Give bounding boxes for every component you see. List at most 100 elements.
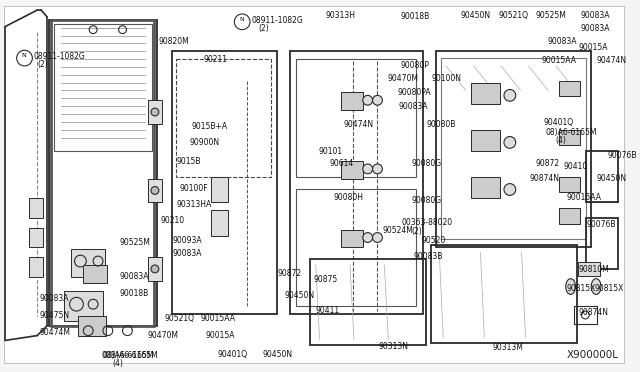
Bar [177,59,271,177]
Circle shape [151,186,159,195]
Text: 90874N: 90874N [579,308,609,317]
Text: 90015AA: 90015AA [541,56,576,65]
Text: 90015AA: 90015AA [200,314,235,323]
Text: 90525M: 90525M [120,238,150,247]
Text: 90083A: 90083A [580,11,610,20]
Bar [436,51,591,247]
Bar [470,130,500,151]
Text: 90018B: 90018B [400,12,429,21]
Text: N: N [239,17,244,22]
Text: 00363-88020: 00363-88020 [402,218,453,227]
Text: 90410: 90410 [564,162,588,171]
Text: 90474N: 90474N [343,120,373,129]
Bar [49,20,157,326]
Text: 90815X: 90815X [566,283,596,293]
Bar [64,291,103,321]
Text: 90875: 90875 [314,275,338,284]
Text: 90313H: 90313H [326,11,355,20]
Bar [211,177,228,202]
Text: (2): (2) [37,60,48,69]
Circle shape [504,137,516,148]
Bar [586,151,618,202]
Circle shape [372,95,382,105]
Bar [79,316,106,336]
Text: 90470M: 90470M [387,74,419,83]
Circle shape [363,164,372,174]
Bar [441,58,586,240]
Bar [290,51,422,314]
Bar [470,83,500,104]
Bar [341,161,363,179]
Bar [559,208,580,224]
Text: 90313HA: 90313HA [177,200,212,209]
Text: 9015B: 9015B [177,157,201,166]
Text: 08911-1082G: 08911-1082G [33,52,85,61]
Bar [83,265,107,283]
Text: 90411: 90411 [316,306,340,315]
Circle shape [70,297,83,311]
Text: (4): (4) [113,359,124,368]
Bar [470,177,500,198]
Bar [29,198,43,218]
Text: 08911-1082G: 08911-1082G [251,16,303,25]
Text: 90076B: 90076B [586,220,616,229]
Text: 90470M: 90470M [147,331,178,340]
Bar [559,177,580,192]
Bar [296,189,416,306]
Bar [148,179,162,202]
Ellipse shape [591,279,601,294]
Text: 90810M: 90810M [579,265,609,274]
Ellipse shape [566,279,575,294]
Bar [573,306,597,324]
Bar [296,59,416,177]
Text: 90076B: 90076B [608,151,637,160]
Text: 90872: 90872 [535,159,559,168]
Bar [70,249,105,277]
Bar [172,51,278,314]
Bar [148,100,162,124]
Text: 90450N: 90450N [596,174,627,183]
Text: 90450N: 90450N [263,350,293,359]
Text: 90093A: 90093A [173,235,202,244]
Text: 90525M: 90525M [535,11,566,20]
Bar [559,81,580,96]
Text: 90820M: 90820M [159,36,189,45]
Text: 90474N: 90474N [596,56,627,65]
Text: 90083A: 90083A [120,272,149,281]
Circle shape [74,255,86,267]
Text: 90475N: 90475N [39,311,69,320]
Text: 90083A: 90083A [580,24,610,33]
Circle shape [504,184,516,195]
Circle shape [363,232,372,243]
Text: 90900N: 90900N [189,138,220,147]
Text: 08)A6-6165M: 08)A6-6165M [545,128,596,137]
Text: 90524M: 90524M [382,226,413,235]
Text: (4): (4) [555,135,566,145]
Text: 90521Q: 90521Q [498,11,528,20]
Text: 90080PA: 90080PA [397,89,431,97]
Text: 90521Q: 90521Q [164,314,195,323]
Text: 90474M: 90474M [39,328,70,337]
Text: 9015B+A: 9015B+A [191,122,227,131]
Text: 90015A: 90015A [206,331,236,340]
Text: 90015AA: 90015AA [566,193,602,202]
Bar [54,24,152,151]
Circle shape [504,90,516,101]
Text: 90083A: 90083A [173,249,202,258]
Text: 90100N: 90100N [431,74,461,83]
Circle shape [372,164,382,174]
Bar [341,92,363,110]
Text: 90083A: 90083A [398,102,428,111]
Text: 90520: 90520 [422,235,446,244]
Text: 90015A: 90015A [579,44,608,52]
Text: 08)A6-6165M: 08)A6-6165M [103,351,154,360]
Bar [29,257,43,277]
Text: 90080H: 90080H [333,193,364,202]
Bar [579,262,600,276]
Text: 90080P: 90080P [400,61,429,70]
Text: 90101: 90101 [319,147,343,156]
Text: 90210: 90210 [161,216,185,225]
Text: 00B)A6-6165M: 00B)A6-6165M [102,351,159,360]
Bar [148,257,162,280]
Text: 90874N: 90874N [529,174,559,183]
